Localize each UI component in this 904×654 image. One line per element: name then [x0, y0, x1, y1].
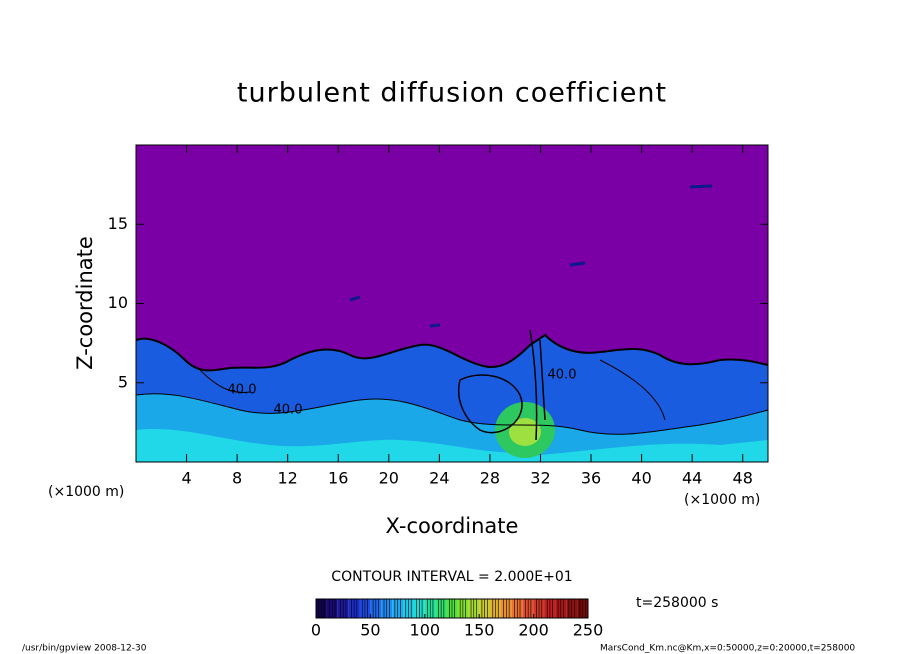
- contour-line: [529, 329, 546, 441]
- footer-left: /usr/bin/gpview 2008-12-30: [22, 644, 147, 654]
- x-unit-label: (×1000 m): [684, 492, 760, 508]
- contour-line: [199, 359, 666, 421]
- colorbar-tick-label: 150: [464, 621, 495, 640]
- y-tick-label: 10: [108, 293, 128, 312]
- field: [136, 145, 768, 462]
- colorbar-tick-label: 100: [410, 621, 441, 640]
- y-tick-label: 5: [118, 372, 128, 391]
- contour-line: [136, 393, 768, 435]
- y-axis-label: Z-coordinate: [73, 236, 97, 370]
- contour-label: 40.0: [274, 403, 303, 418]
- x-tick-label: 24: [429, 469, 449, 488]
- colorbar-tick-label: 0: [311, 621, 321, 640]
- colorbar-tick-label: 50: [360, 621, 380, 640]
- time-label: t=258000 s: [636, 595, 718, 611]
- x-tick-label: 32: [530, 469, 550, 488]
- colorbar-frame: [315, 598, 589, 619]
- x-tick-label: 12: [278, 469, 298, 488]
- x-tick-label: 8: [232, 469, 242, 488]
- y-unit-label: (×1000 m): [48, 484, 124, 500]
- colorbar-tick-label: 200: [518, 621, 549, 640]
- x-tick-label: 16: [328, 469, 348, 488]
- contour-label: 40.0: [228, 383, 257, 398]
- x-tick-label: 48: [733, 469, 753, 488]
- x-tick-label: 4: [181, 469, 191, 488]
- x-tick-label: 40: [631, 469, 651, 488]
- x-tick-label: 36: [581, 469, 601, 488]
- x-tick-label: 20: [379, 469, 399, 488]
- contour-line: [136, 333, 768, 372]
- x-tick-label: 28: [480, 469, 500, 488]
- footer-right: MarsCond_Km.nc@Km,x=0:50000,z=0:20000,t=…: [600, 644, 855, 654]
- chart-title: turbulent diffusion coefficient: [237, 78, 667, 109]
- x-tick-label: 44: [682, 469, 702, 488]
- field-patch: [349, 184, 713, 328]
- field-bottom-layer: [136, 428, 768, 462]
- contour-line: [458, 374, 523, 434]
- contour-interval: CONTOUR INTERVAL = 2.000E+01: [331, 569, 572, 585]
- x-axis-label: X-coordinate: [386, 514, 519, 538]
- field-mid-layer: [136, 393, 768, 462]
- contour-label: 40.0: [548, 368, 577, 383]
- colorbar-tick-label: 250: [573, 621, 604, 640]
- y-tick-label: 15: [108, 214, 128, 233]
